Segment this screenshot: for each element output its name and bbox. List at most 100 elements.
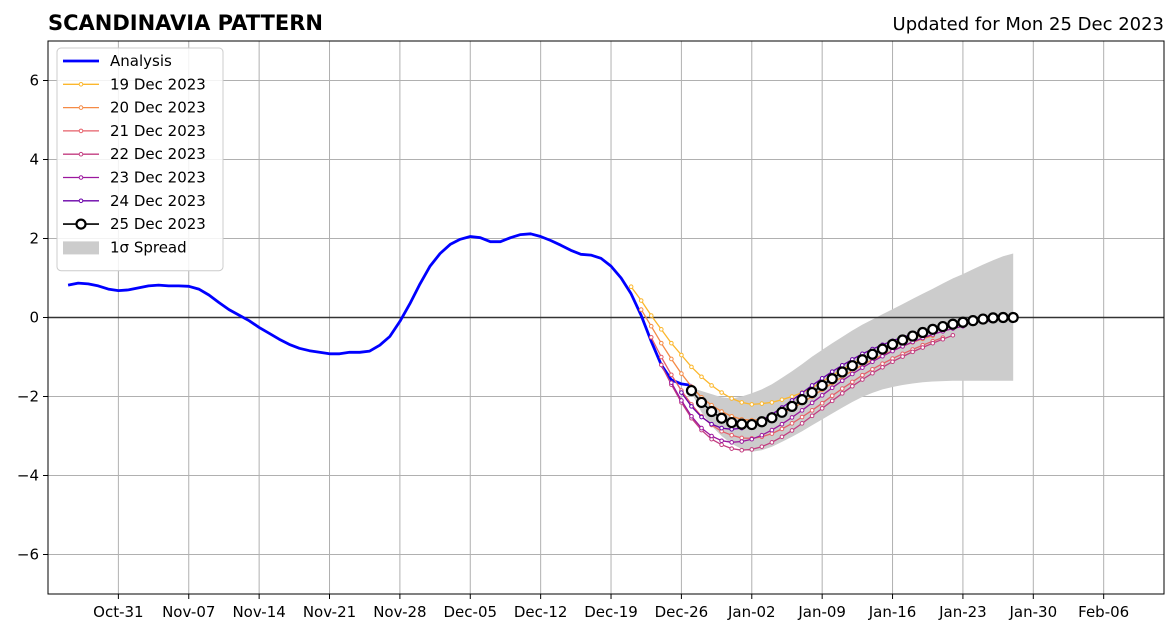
data-point (819, 400, 825, 406)
data-point (870, 359, 875, 365)
data-point (719, 442, 724, 447)
data-point (669, 356, 674, 362)
legend-item: Analysis (63, 52, 172, 70)
legend-label: 25 Dec 2023 (110, 215, 206, 233)
y-tick-label: 0 (29, 309, 39, 327)
legend-marker (78, 82, 84, 87)
data-point (749, 447, 755, 452)
legend-label: 23 Dec 2023 (110, 169, 206, 187)
data-point (866, 348, 879, 360)
legend-label: 22 Dec 2023 (110, 145, 206, 163)
data-point (729, 432, 734, 438)
x-tick-label: Dec-05 (444, 603, 498, 621)
data-point (839, 386, 845, 391)
data-point (920, 345, 926, 350)
data-point (890, 359, 895, 365)
data-point (689, 404, 694, 409)
data-point (836, 366, 848, 378)
data-point (796, 394, 808, 406)
data-point (860, 377, 865, 382)
legend-item: 25 Dec 2023 (63, 215, 206, 233)
data-point (658, 340, 664, 346)
data-point (658, 327, 664, 332)
data-point (896, 334, 909, 346)
data-point (685, 384, 698, 397)
data-point (759, 401, 765, 406)
data-point (880, 364, 885, 370)
data-point (739, 447, 745, 453)
legend-marker (78, 151, 84, 157)
data-point (1007, 311, 1019, 324)
data-point (749, 436, 755, 442)
data-point (705, 405, 718, 418)
data-point (766, 412, 778, 424)
x-tick-label: Jan-30 (1008, 603, 1057, 621)
legend-item: 1σ Spread (63, 238, 187, 256)
legend-marker (78, 198, 84, 204)
data-point (729, 446, 734, 451)
legend-marker (75, 218, 87, 230)
chart-title: SCANDINAVIA PATTERN (48, 11, 323, 35)
data-point (638, 307, 644, 312)
data-point (679, 390, 684, 395)
data-point (769, 400, 775, 405)
legend-item: 23 Dec 2023 (63, 169, 206, 187)
legend-label: Analysis (110, 52, 172, 70)
data-point (977, 313, 989, 325)
data-point (669, 380, 674, 385)
data-point (860, 372, 865, 378)
data-point (679, 352, 684, 358)
data-point (779, 421, 785, 427)
data-point (950, 332, 956, 338)
data-point (779, 434, 785, 440)
data-point (699, 414, 704, 420)
data-point (789, 428, 795, 433)
data-point (829, 393, 835, 399)
data-point (746, 418, 758, 431)
data-point (930, 340, 936, 346)
data-point (809, 408, 815, 413)
data-point (870, 370, 875, 376)
data-point (850, 371, 855, 377)
legend-item: 19 Dec 2023 (63, 75, 206, 93)
data-point (709, 383, 714, 388)
data-point (829, 385, 835, 391)
data-point (937, 320, 949, 333)
data-point (769, 440, 775, 445)
data-point (826, 373, 838, 385)
legend-label: 21 Dec 2023 (110, 122, 206, 140)
data-point (648, 313, 654, 318)
data-point (809, 383, 815, 388)
x-tick-label: Nov-21 (303, 603, 356, 621)
axes: Oct-31 Nov-07 Nov-14 Nov-21 Nov-28 Dec-05 Dec-… (17, 40, 1165, 621)
data-point (850, 383, 855, 389)
data-point (967, 315, 979, 327)
data-point (846, 360, 858, 372)
data-point (799, 408, 805, 413)
data-point (799, 421, 805, 426)
data-point (716, 412, 728, 424)
data-point (759, 432, 765, 438)
data-point (927, 323, 939, 335)
chart-subtitle: Updated for Mon 25 Dec 2023 (893, 14, 1164, 35)
data-point (900, 354, 905, 359)
y-tick-label: 4 (29, 151, 39, 169)
data-point (658, 362, 664, 368)
data-point (876, 343, 889, 355)
y-tick-label: −4 (17, 467, 39, 485)
legend-item: 22 Dec 2023 (63, 145, 206, 163)
data-point (689, 364, 694, 370)
data-point (689, 413, 694, 419)
data-point (756, 416, 768, 428)
data-point (695, 396, 708, 409)
x-tick-label: Nov-28 (373, 603, 426, 621)
x-tick-label: Dec-19 (584, 603, 638, 621)
legend-swatch (63, 241, 99, 255)
series-25-dec-2023 (685, 311, 1019, 431)
legend-label: 24 Dec 2023 (110, 192, 206, 210)
data-point (779, 397, 785, 402)
data-point (829, 398, 835, 404)
legend-item: 24 Dec 2023 (63, 192, 206, 210)
y-tick-label: −6 (17, 546, 39, 564)
